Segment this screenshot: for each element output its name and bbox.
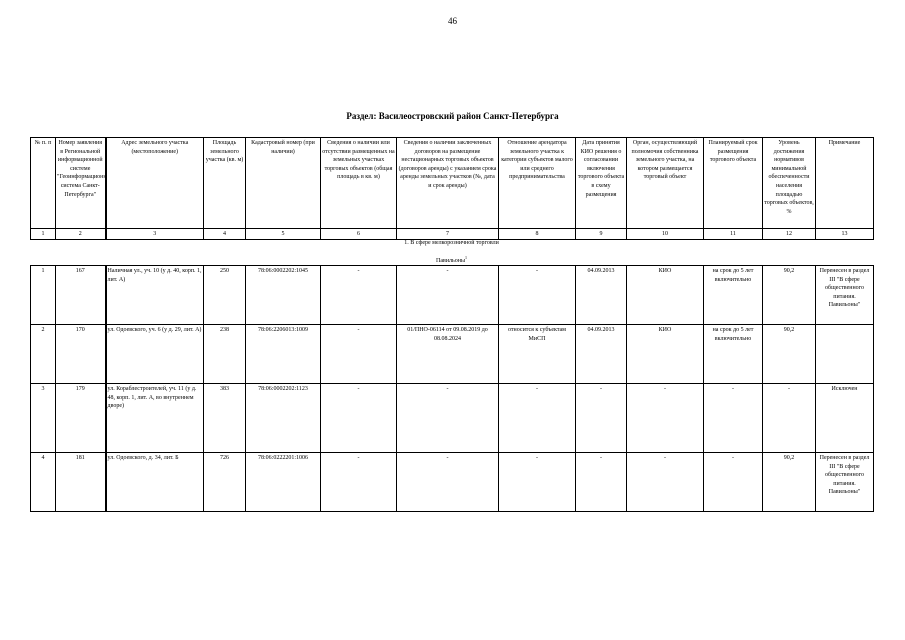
table-cell: 04.09.2013 [575, 324, 627, 384]
table-cell: 181 [55, 452, 107, 512]
column-number: 3 [105, 228, 204, 240]
table-cell: - [703, 452, 763, 512]
table-cell: 167 [55, 265, 107, 325]
table-cell: 179 [55, 383, 107, 453]
column-header: Сведения о наличии или отсутствии размещ… [320, 137, 397, 229]
table-cell: - [575, 383, 627, 453]
column-number: 12 [762, 228, 816, 240]
table-cell: 78:06:0222201:1006 [245, 452, 321, 512]
column-header: Примечание [815, 137, 874, 229]
table-cell: - [626, 383, 704, 453]
column-number: 7 [396, 228, 499, 240]
footnote-mark: 1 [465, 255, 467, 260]
table-cell: Наличная ул., уч. 10 (у д. 40, корп. 1, … [105, 265, 204, 325]
table-cell: 238 [203, 324, 246, 384]
table-cell: ул. Кораблестроителей, уч. 11 (у д. 48, … [105, 383, 204, 453]
table-cell: 250 [203, 265, 246, 325]
table-cell: - [320, 383, 397, 453]
table-cell: Исключен [815, 383, 874, 453]
table-row: 4 181 ул. Одоевского, д. 34, лит. Б 726 78:0… [30, 452, 874, 512]
column-header: Планируемый срок размещения торгового об… [703, 137, 763, 229]
subsubsection-label: Павильоны [435, 258, 465, 264]
column-header: Отношение арендатора земельного участка … [498, 137, 576, 229]
table-cell: - [703, 383, 763, 453]
column-number: 2 [55, 228, 107, 240]
section-title: Раздел: Василеостровский район Санкт-Пет… [346, 111, 559, 121]
table-cell: - [320, 265, 397, 325]
table-cell: - [498, 452, 576, 512]
table-row: 3 179 ул. Кораблестроителей, уч. 11 (у д. … [30, 383, 874, 453]
table-cell: - [320, 324, 397, 384]
subsubsection-heading: Павильоны1 [30, 255, 873, 264]
column-header: Дата принятия КИО решения о согласовании… [575, 137, 627, 229]
column-number: 10 [626, 228, 704, 240]
column-number: 4 [203, 228, 246, 240]
table-cell: - [396, 265, 499, 325]
table-row: 1 167 Наличная ул., уч. 10 (у д. 40, корп.… [30, 265, 874, 325]
page-number: 46 [448, 16, 457, 26]
table-cell: КИО [626, 265, 704, 325]
table-cell: 2 [30, 324, 56, 384]
table-cell: 90,2 [762, 265, 816, 325]
column-header: Площадь земельного участка (кв. м) [203, 137, 246, 229]
table-cell: Перенесен в раздел III "В сфере обществе… [815, 452, 874, 512]
table-cell: 3 [30, 383, 56, 453]
table-cell: - [762, 383, 816, 453]
table-cell: ул. Одоевского, уч. 6 (у д. 29, лит. А) [105, 324, 204, 384]
table-header: № п. п Номер заявления в Региональной инф… [30, 137, 874, 240]
column-number: 11 [703, 228, 763, 240]
table-cell: - [498, 265, 576, 325]
table-cell: 90,2 [762, 452, 816, 512]
column-number: 5 [245, 228, 321, 240]
column-number: 6 [320, 228, 397, 240]
table-cell: - [498, 383, 576, 453]
table-cell: - [575, 452, 627, 512]
table-cell: - [396, 452, 499, 512]
column-number: 8 [498, 228, 576, 240]
column-number: 1 [30, 228, 56, 240]
header-row: № п. п Номер заявления в Региональной инф… [30, 137, 874, 229]
column-header: Кадастровый номер (при наличии) [245, 137, 321, 229]
table-cell: на срок до 5 лет включительно [703, 265, 763, 325]
table-cell: Перенесен в раздел III "В сфере обществе… [815, 265, 874, 325]
column-header: Сведения о наличии заключенных договоров… [396, 137, 499, 229]
column-header: Орган, осуществляющий полномочия собстве… [626, 137, 704, 229]
table-cell: КИО [626, 324, 704, 384]
table-cell: 1 [30, 265, 56, 325]
table-cell: - [626, 452, 704, 512]
column-header: Адрес земельного участка (местоположение… [105, 137, 204, 229]
table-cell: 01/ПНО-06114 от 09.08.2019 до 08.08.2024 [396, 324, 499, 384]
column-header: Номер заявления в Региональной информаци… [55, 137, 107, 229]
data-table: 1 167 Наличная ул., уч. 10 (у д. 40, корп.… [30, 265, 874, 512]
table-cell: 04.09.2013 [575, 265, 627, 325]
table-cell: 383 [203, 383, 246, 453]
table-row: 2 170 ул. Одоевского, уч. 6 (у д. 29, лит.… [30, 324, 874, 384]
table-cell: 4 [30, 452, 56, 512]
table-cell: на срок до 5 лет включительно [703, 324, 763, 384]
table-cell: 78:06:0002202:1123 [245, 383, 321, 453]
table-cell: ул. Одоевского, д. 34, лит. Б [105, 452, 204, 512]
table-cell: 78:06:0002202:1045 [245, 265, 321, 325]
table-cell: 170 [55, 324, 107, 384]
table-cell: относится к субъектам МиСП [498, 324, 576, 384]
column-header: Уровень достижения нормативов минимально… [762, 137, 816, 229]
column-number-row: 1 2 3 4 5 6 7 8 9 10 11 12 13 [30, 228, 874, 240]
table-cell: - [320, 452, 397, 512]
column-header: № п. п [30, 137, 56, 229]
table-cell: - [396, 383, 499, 453]
column-number: 9 [575, 228, 627, 240]
table-cell: 90,2 [762, 324, 816, 384]
table-cell [815, 324, 874, 384]
table-cell: 78:06:2206013:1009 [245, 324, 321, 384]
column-number: 13 [815, 228, 874, 240]
table-cell: 726 [203, 452, 246, 512]
subsection-heading: 1. В сфере мелкорозничной торговли [404, 240, 499, 246]
